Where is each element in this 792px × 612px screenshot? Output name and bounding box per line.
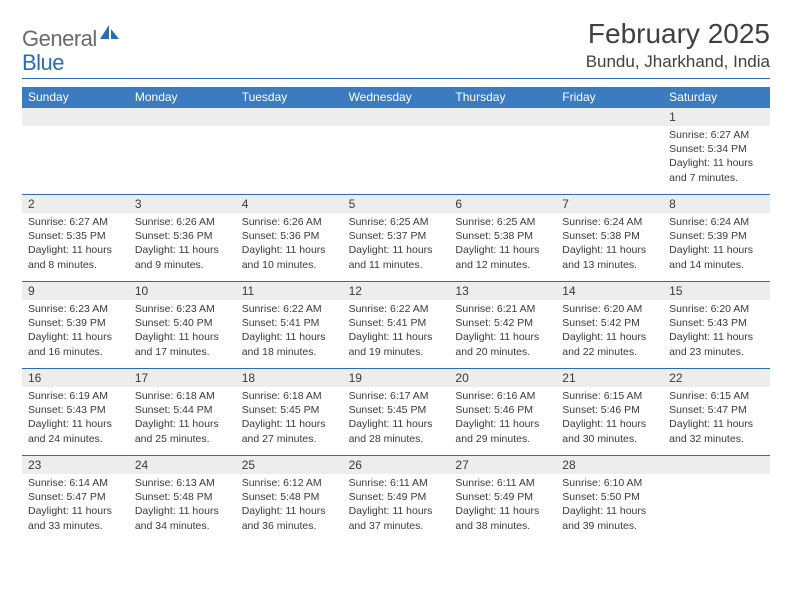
day-details: Sunrise: 6:12 AMSunset: 5:48 PMDaylight:… <box>236 474 343 542</box>
day-details: Sunrise: 6:10 AMSunset: 5:50 PMDaylight:… <box>556 474 663 542</box>
day-number: 16 <box>22 369 129 387</box>
day-details: Sunrise: 6:19 AMSunset: 5:43 PMDaylight:… <box>22 387 129 455</box>
day-number: 1 <box>663 108 770 126</box>
day-number <box>236 108 343 126</box>
weekday-header: Saturday <box>663 87 770 108</box>
day-details: Sunrise: 6:15 AMSunset: 5:47 PMDaylight:… <box>663 387 770 455</box>
day-details: Sunrise: 6:25 AMSunset: 5:37 PMDaylight:… <box>343 213 450 281</box>
day-number: 20 <box>449 369 556 387</box>
day-number: 21 <box>556 369 663 387</box>
location: Bundu, Jharkhand, India <box>586 52 770 72</box>
day-number: 10 <box>129 282 236 300</box>
calendar: SundayMondayTuesdayWednesdayThursdayFrid… <box>22 87 770 542</box>
day-details: Sunrise: 6:18 AMSunset: 5:44 PMDaylight:… <box>129 387 236 455</box>
day-details: Sunrise: 6:11 AMSunset: 5:49 PMDaylight:… <box>343 474 450 542</box>
day-number: 23 <box>22 456 129 474</box>
month-title: February 2025 <box>586 18 770 50</box>
day-details <box>449 126 556 194</box>
weekday-header: Friday <box>556 87 663 108</box>
day-details <box>129 126 236 194</box>
weekday-header: Wednesday <box>343 87 450 108</box>
day-number: 14 <box>556 282 663 300</box>
day-number: 19 <box>343 369 450 387</box>
day-details: Sunrise: 6:22 AMSunset: 5:41 PMDaylight:… <box>236 300 343 368</box>
day-details: Sunrise: 6:23 AMSunset: 5:40 PMDaylight:… <box>129 300 236 368</box>
day-number: 26 <box>343 456 450 474</box>
weekday-header-row: SundayMondayTuesdayWednesdayThursdayFrid… <box>22 87 770 108</box>
day-details: Sunrise: 6:25 AMSunset: 5:38 PMDaylight:… <box>449 213 556 281</box>
day-details: Sunrise: 6:20 AMSunset: 5:43 PMDaylight:… <box>663 300 770 368</box>
day-number: 11 <box>236 282 343 300</box>
day-details <box>343 126 450 194</box>
day-details: Sunrise: 6:13 AMSunset: 5:48 PMDaylight:… <box>129 474 236 542</box>
brand-name-2: Blue <box>22 50 64 75</box>
brand-logo: General <box>22 18 122 53</box>
day-number: 18 <box>236 369 343 387</box>
day-number <box>556 108 663 126</box>
weekday-header: Thursday <box>449 87 556 108</box>
day-details: Sunrise: 6:15 AMSunset: 5:46 PMDaylight:… <box>556 387 663 455</box>
day-details: Sunrise: 6:27 AMSunset: 5:35 PMDaylight:… <box>22 213 129 281</box>
day-number: 3 <box>129 195 236 213</box>
header: General February 2025 Bundu, Jharkhand, … <box>22 18 770 79</box>
day-number: 12 <box>343 282 450 300</box>
day-details: Sunrise: 6:17 AMSunset: 5:45 PMDaylight:… <box>343 387 450 455</box>
day-number: 6 <box>449 195 556 213</box>
day-details: Sunrise: 6:24 AMSunset: 5:39 PMDaylight:… <box>663 213 770 281</box>
day-number: 8 <box>663 195 770 213</box>
day-details: Sunrise: 6:22 AMSunset: 5:41 PMDaylight:… <box>343 300 450 368</box>
day-details <box>22 126 129 194</box>
day-number: 25 <box>236 456 343 474</box>
day-details: Sunrise: 6:23 AMSunset: 5:39 PMDaylight:… <box>22 300 129 368</box>
brand-sail-icon <box>100 24 120 45</box>
day-number: 4 <box>236 195 343 213</box>
day-details: Sunrise: 6:11 AMSunset: 5:49 PMDaylight:… <box>449 474 556 542</box>
day-number <box>22 108 129 126</box>
weekday-header: Tuesday <box>236 87 343 108</box>
day-details <box>663 474 770 542</box>
day-details: Sunrise: 6:20 AMSunset: 5:42 PMDaylight:… <box>556 300 663 368</box>
day-details: Sunrise: 6:27 AMSunset: 5:34 PMDaylight:… <box>663 126 770 194</box>
day-details: Sunrise: 6:18 AMSunset: 5:45 PMDaylight:… <box>236 387 343 455</box>
day-number <box>129 108 236 126</box>
day-number: 9 <box>22 282 129 300</box>
day-number: 17 <box>129 369 236 387</box>
day-details: Sunrise: 6:26 AMSunset: 5:36 PMDaylight:… <box>236 213 343 281</box>
day-details: Sunrise: 6:21 AMSunset: 5:42 PMDaylight:… <box>449 300 556 368</box>
weekday-header: Monday <box>129 87 236 108</box>
day-number: 15 <box>663 282 770 300</box>
day-number: 27 <box>449 456 556 474</box>
day-details: Sunrise: 6:14 AMSunset: 5:47 PMDaylight:… <box>22 474 129 542</box>
day-details <box>556 126 663 194</box>
weekday-header: Sunday <box>22 87 129 108</box>
day-details: Sunrise: 6:24 AMSunset: 5:38 PMDaylight:… <box>556 213 663 281</box>
day-details: Sunrise: 6:26 AMSunset: 5:36 PMDaylight:… <box>129 213 236 281</box>
brand-name-1: General <box>22 26 97 52</box>
day-number: 28 <box>556 456 663 474</box>
day-number <box>663 456 770 474</box>
day-details: Sunrise: 6:16 AMSunset: 5:46 PMDaylight:… <box>449 387 556 455</box>
day-details <box>236 126 343 194</box>
day-number: 5 <box>343 195 450 213</box>
day-number: 22 <box>663 369 770 387</box>
day-number <box>449 108 556 126</box>
day-number: 2 <box>22 195 129 213</box>
day-number: 7 <box>556 195 663 213</box>
day-number <box>343 108 450 126</box>
day-number: 13 <box>449 282 556 300</box>
day-number: 24 <box>129 456 236 474</box>
